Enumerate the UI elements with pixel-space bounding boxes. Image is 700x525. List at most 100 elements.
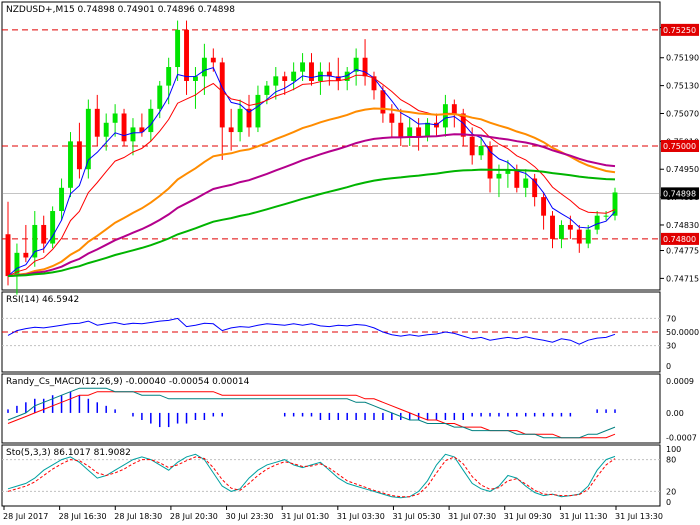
candle-body xyxy=(112,113,118,123)
candle-body xyxy=(380,90,386,114)
candle-body xyxy=(237,108,243,133)
candle-body xyxy=(451,104,457,114)
candle-body xyxy=(335,76,341,81)
candle-body xyxy=(41,224,47,244)
x-tick-label: 31 Jul 05:30 xyxy=(392,512,440,521)
candle-body xyxy=(317,71,323,81)
candle-body xyxy=(23,252,29,258)
current-price-label: 0.74898 xyxy=(663,189,696,198)
candle-body xyxy=(523,178,529,188)
sto-tick-label: 20 xyxy=(666,487,676,496)
y-tick-label: 0.75070 xyxy=(666,109,699,118)
ema-line-5 xyxy=(7,66,616,277)
candle-body xyxy=(567,224,573,230)
level-badge-top xyxy=(661,23,699,36)
candle-body xyxy=(362,57,368,77)
candle-body xyxy=(228,127,234,133)
candle-body xyxy=(353,57,359,72)
y-tick-label: 0.75190 xyxy=(666,54,699,63)
candle-body xyxy=(5,234,11,277)
sto-title: Sto(5,3,3) 86.1017 81.9082 xyxy=(6,448,131,458)
main-chart-title: NZDUSD+,M15 0.74898 0.74901 0.74896 0.74… xyxy=(6,5,235,15)
candle-body xyxy=(558,224,564,239)
candle-body xyxy=(594,215,600,230)
sto-tick-label: 0 xyxy=(666,498,671,507)
candle-body xyxy=(273,76,279,86)
sto-tick-label: 80 xyxy=(666,456,676,465)
candle-body xyxy=(425,122,430,137)
rsi-tick-label: 50.0000 xyxy=(666,328,699,337)
candle-body xyxy=(157,85,163,109)
candle-body xyxy=(309,62,314,81)
candle-body xyxy=(219,62,225,128)
candle-body xyxy=(210,57,216,63)
candle-body xyxy=(398,122,404,137)
candle-body xyxy=(166,67,172,86)
macd-tick-label: -0.0007 xyxy=(666,434,697,443)
x-tick-label: 31 Jul 09:30 xyxy=(504,512,552,521)
candle-body xyxy=(246,108,252,128)
rsi-tick-label: 0 xyxy=(666,362,671,371)
level-label-mid: 0.75000 xyxy=(663,142,696,151)
candle-body xyxy=(407,127,413,137)
candle-body xyxy=(139,127,145,133)
macd-tick-label: 0.00 xyxy=(666,409,684,418)
candle-body xyxy=(130,127,136,142)
candle-body xyxy=(193,76,198,81)
candle-body xyxy=(103,122,109,137)
candle-body xyxy=(505,169,511,174)
candle-body xyxy=(514,169,520,188)
sto-tick-label: 100 xyxy=(666,445,681,454)
macd-main-line xyxy=(7,387,616,439)
candle-body xyxy=(291,71,297,81)
current-price-badge xyxy=(661,187,699,200)
panel-frame-2 xyxy=(1,373,661,444)
panel-frame-1 xyxy=(1,291,661,373)
ema-line-34 xyxy=(7,107,616,278)
x-tick-label: 28 Jul 20:30 xyxy=(170,512,218,521)
level-label-low: 0.74800 xyxy=(663,235,696,244)
candle-body xyxy=(532,178,538,198)
ema-line-55 xyxy=(7,133,616,278)
x-tick-label: 28 Jul 18:30 xyxy=(114,512,162,521)
candle-body xyxy=(496,173,502,179)
candle-body xyxy=(541,197,547,216)
candle-body xyxy=(576,229,582,244)
ema-line-100 xyxy=(7,168,616,278)
candle-body xyxy=(175,29,181,68)
y-tick-label: 0.74950 xyxy=(666,165,699,174)
y-tick-label: 0.75130 xyxy=(666,82,699,91)
candle-body xyxy=(416,127,422,137)
macd-tick-label: 0.0009 xyxy=(666,377,694,386)
candle-body xyxy=(603,215,609,217)
candle-body xyxy=(612,192,618,216)
candle-body xyxy=(550,215,555,239)
candle-body xyxy=(121,113,127,142)
panel-frame-3 xyxy=(1,444,661,507)
y-tick-label: 0.74715 xyxy=(666,274,699,283)
x-tick-label: 28 Jul 2017 xyxy=(3,512,48,521)
x-tick-label: 31 Jul 13:30 xyxy=(615,512,663,521)
candle-body xyxy=(282,76,288,81)
candle-body xyxy=(85,108,91,170)
x-tick-label: 31 Jul 11:30 xyxy=(559,512,607,521)
candle-body xyxy=(389,113,395,123)
candle-body xyxy=(326,71,332,77)
rsi-title: RSI(14) 46.5942 xyxy=(6,295,79,305)
y-tick-label: 0.74830 xyxy=(666,221,699,230)
sto-signal-line xyxy=(7,456,616,498)
candle-body xyxy=(585,229,591,244)
x-tick-label: 31 Jul 01:30 xyxy=(281,512,329,521)
candle-body xyxy=(59,187,65,212)
candle-body xyxy=(264,85,270,95)
candle-body xyxy=(344,71,350,81)
candle-body xyxy=(184,29,189,81)
candle-body xyxy=(487,146,493,179)
ema-line-10 xyxy=(7,74,616,277)
candle-body xyxy=(371,76,377,91)
candle-body xyxy=(76,141,82,170)
y-tick-label: 0.74775 xyxy=(666,247,699,256)
candle-body xyxy=(469,136,475,156)
candle-body xyxy=(478,146,484,156)
